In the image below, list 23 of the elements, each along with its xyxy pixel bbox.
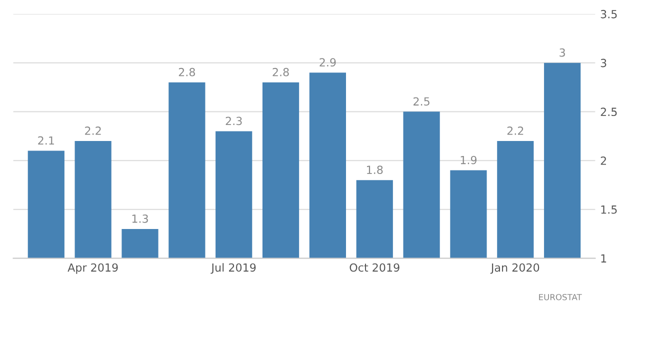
- data-label: 3: [560, 48, 565, 57]
- data-label: 2.1: [38, 136, 54, 145]
- x-tick-label: Apr 2019: [68, 263, 118, 274]
- y-tick-label: 1: [601, 254, 606, 262]
- y-tick-label: 2: [600, 156, 606, 165]
- x-tick-label: Jan 2020: [490, 263, 540, 274]
- data-label: 1.9: [460, 156, 477, 164]
- data-label: 1.3: [132, 214, 148, 223]
- text: EUROSTAT: [539, 294, 582, 300]
- data-label: 2.2: [507, 126, 524, 135]
- data-label: 2.2: [85, 126, 101, 135]
- y-tick-label: 1.5: [601, 206, 617, 214]
- data-label: 1.8: [367, 166, 383, 174]
- y-tick-label: 2.5: [600, 108, 617, 116]
- x-tick-label: Jul 2019: [210, 263, 256, 274]
- data-label: 2.9: [320, 58, 336, 67]
- y-tick-label: 3: [600, 58, 606, 68]
- data-label: 2.3: [226, 116, 242, 126]
- data-label: 2.8: [178, 68, 195, 76]
- x-tick-label: Oct 2019: [350, 263, 400, 272]
- data-label: 2.5: [414, 97, 430, 106]
- data-label: 2.8: [272, 68, 289, 76]
- y-tick-label: 3.5: [600, 10, 617, 18]
